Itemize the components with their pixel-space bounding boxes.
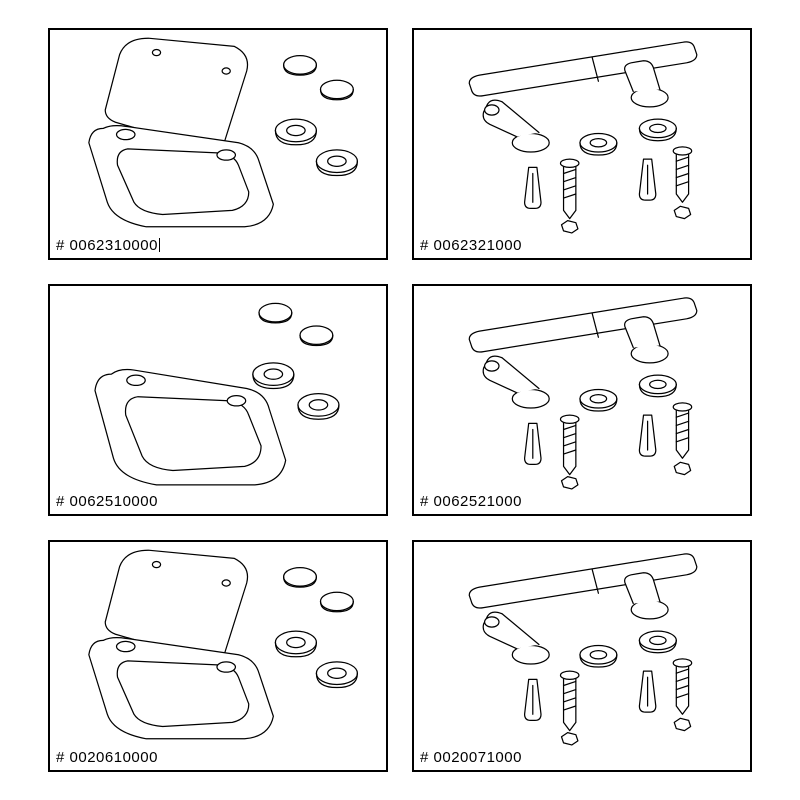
part-drawing-seat	[50, 286, 386, 491]
part-number-label: # 0020610000	[50, 747, 386, 770]
hinge-rod-icon	[469, 42, 697, 96]
part-drawing-seat-lid	[50, 30, 386, 235]
part-cell: # 0062510000	[48, 284, 388, 516]
part-cell: # 0020610000	[48, 540, 388, 772]
part-drawing-hardware	[414, 542, 750, 747]
part-number-label: # 0062521000	[414, 491, 750, 514]
seat-ring-icon	[89, 126, 274, 227]
part-number-label: # 0062510000	[50, 491, 386, 514]
clip-pair-icon	[525, 159, 656, 208]
parts-diagram-grid: # 0062310000	[0, 0, 800, 800]
part-cell: # 0062321000	[412, 28, 752, 260]
part-number-label: # 0062310000	[50, 235, 386, 258]
hinge-base-pair-icon	[275, 119, 357, 175]
part-drawing-hardware	[414, 30, 750, 235]
part-cell: # 0020071000	[412, 540, 752, 772]
part-drawing-seat-lid	[50, 542, 386, 747]
nut-pair-icon	[562, 206, 691, 233]
seat-ring-icon	[95, 370, 286, 485]
hinge-body-right-icon	[625, 61, 668, 107]
part-cell: # 0062310000	[48, 28, 388, 260]
part-cell: # 0062521000	[412, 284, 752, 516]
part-number-label: # 0020071000	[414, 747, 750, 770]
bumper-cap-pair-icon	[259, 303, 333, 345]
screw-pair-icon	[560, 147, 691, 219]
part-number-label: # 0062321000	[414, 235, 750, 258]
hinge-body-left-icon	[483, 100, 549, 152]
washer-pair-icon	[580, 119, 676, 155]
bumper-cap-pair-icon	[284, 56, 354, 100]
part-drawing-hardware	[414, 286, 750, 491]
